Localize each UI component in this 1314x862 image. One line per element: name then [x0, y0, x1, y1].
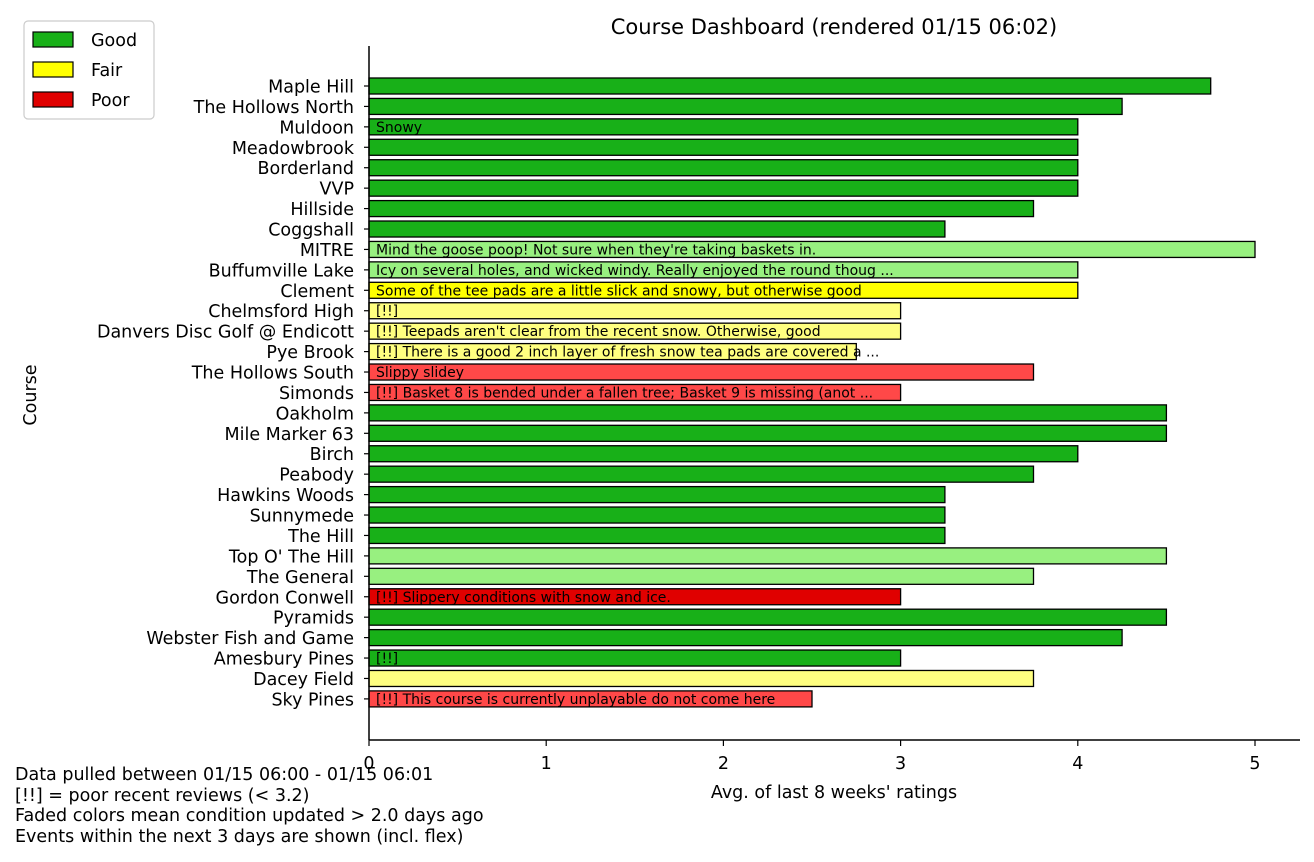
bar-oakholm	[368, 404, 1168, 422]
bar-annotation: Slippy slidey	[376, 365, 464, 381]
bar-annotation: Some of the tee pads are a little slick …	[376, 283, 862, 299]
legend-label-fair: Fair	[91, 61, 123, 81]
footnote-faded-colors: Faded colors mean condition updated > 2.…	[15, 806, 484, 826]
bar-birch	[368, 445, 1079, 463]
bar-meadowbrook	[368, 138, 1079, 156]
y-tick-label: Pye Brook	[266, 343, 354, 363]
bar-chelmsford-high	[368, 302, 902, 320]
x-ticks: 0 1 2 3 4 5	[363, 740, 1261, 774]
x-tick-label: 0	[363, 754, 374, 774]
legend-label-poor: Poor	[91, 91, 130, 111]
y-tick-label: Gordon Conwell	[216, 588, 354, 608]
y-tick-label: Webster Fish and Game	[146, 629, 354, 649]
y-tick-label: Simonds	[279, 384, 354, 404]
y-tick-label: MITRE	[300, 241, 354, 261]
footnote-data-pulled: Data pulled between 01/15 06:00 - 01/15 …	[15, 765, 434, 785]
y-tick-label: Danvers Disc Golf @ Endicott	[97, 323, 354, 343]
legend: Good Fair Poor	[23, 20, 155, 120]
x-tick-label: 4	[1072, 754, 1083, 774]
y-tick-label: Meadowbrook	[232, 139, 355, 159]
y-tick-label: Pyramids	[273, 609, 354, 629]
bar-the-hollows-north	[368, 97, 1123, 116]
footnotes: Data pulled between 01/15 06:00 - 01/15 …	[15, 765, 484, 847]
y-tick-label: Top O' The Hill	[228, 547, 354, 567]
y-tick-label: Sunnymede	[250, 507, 354, 527]
notes-layer: Snowy Mind the goose poop! Not sure when …	[376, 120, 894, 708]
y-tick-label: VVP	[320, 180, 355, 200]
x-axis-label: Avg. of last 8 weeks' ratings	[711, 783, 957, 803]
y-tick-label: Hawkins Woods	[217, 486, 354, 506]
bar-annotation: Mind the goose poop! Not sure when they'…	[376, 242, 816, 258]
y-tick-label: Dacey Field	[253, 670, 354, 690]
bar-annotation: [!!] Teepads aren't clear from the recen…	[376, 324, 821, 340]
bar-muldoon	[368, 118, 1079, 136]
bar-webster-fish-and-game	[368, 628, 1123, 647]
bar-the-general	[368, 567, 1035, 585]
x-tick-label: 1	[541, 754, 552, 774]
bar-hillside	[368, 199, 1035, 218]
y-tick-label: Buffumville Lake	[209, 261, 354, 281]
y-tick-label: Birch	[310, 445, 354, 465]
legend-swatch-fair	[32, 61, 74, 78]
bar-annotation: [!!] Slippery conditions with snow and i…	[376, 590, 671, 606]
y-tick-label: Muldoon	[279, 118, 354, 138]
bar-annotation: Icy on several holes, and wicked windy. …	[376, 263, 894, 279]
legend-swatch-poor	[32, 91, 74, 108]
y-tick-label: Borderland	[258, 159, 354, 179]
x-tick-label: 5	[1249, 754, 1260, 774]
y-axis-label: Course	[21, 364, 41, 425]
bar-annotation: [!!] This course is currently unplayable…	[376, 692, 775, 708]
footnote-poor-reviews: [!!] = poor recent reviews (< 3.2)	[15, 785, 310, 806]
y-tick-label: The Hollows North	[193, 98, 354, 118]
bar-hawkins-woods	[368, 485, 946, 504]
bar-the-hill	[368, 526, 946, 545]
bar-dacey-field	[368, 669, 1035, 688]
axes	[368, 46, 1300, 741]
y-tick-label: Clement	[280, 282, 354, 302]
legend-label-good: Good	[91, 31, 137, 51]
bar-mile-marker-63	[368, 424, 1168, 442]
y-tick-label: Hillside	[290, 200, 354, 220]
bar-annotation: [!!] There is a good 2 inch layer of fre…	[376, 345, 879, 361]
bar-vvp	[368, 179, 1079, 197]
bar-maple-hill	[368, 77, 1212, 95]
footnote-events: Events within the next 3 days are shown …	[15, 826, 464, 847]
y-tick-label: Sky Pines	[271, 690, 354, 710]
y-tick-label: Oakholm	[276, 404, 354, 424]
bar-annotation: [!!] Basket 8 is bended under a fallen t…	[376, 385, 873, 401]
y-tick-label: Chelmsford High	[208, 302, 354, 322]
y-tick-label: The Hollows South	[191, 364, 354, 384]
x-tick-label: 2	[718, 754, 729, 774]
legend-swatch-good	[32, 31, 74, 48]
bar-amesbury-pines	[368, 649, 902, 667]
y-tick-label: Coggshall	[268, 221, 354, 241]
x-tick-label: 3	[895, 754, 906, 774]
bar-top-o-the-hill	[368, 547, 1168, 565]
bar-annotation: [!!]	[376, 304, 398, 320]
y-tick-label: The Hill	[287, 527, 354, 547]
bar-annotation: Snowy	[376, 120, 422, 136]
bar-pyramids	[368, 608, 1168, 626]
y-tick-label: Amesbury Pines	[214, 650, 354, 670]
chart-title: Course Dashboard (rendered 01/15 06:02)	[611, 15, 1057, 39]
y-tick-label: Mile Marker 63	[225, 425, 354, 445]
bar-sunnymede	[368, 506, 946, 524]
bar-the-hollows-south	[368, 363, 1035, 381]
bar-borderland	[368, 159, 1079, 177]
y-tick-label: Peabody	[279, 466, 354, 486]
bar-coggshall	[368, 220, 946, 238]
bar-annotation: [!!]	[376, 651, 398, 667]
bar-peabody	[368, 465, 1035, 483]
y-tick-label: Maple Hill	[268, 78, 354, 98]
y-tick-label: The General	[246, 568, 354, 588]
